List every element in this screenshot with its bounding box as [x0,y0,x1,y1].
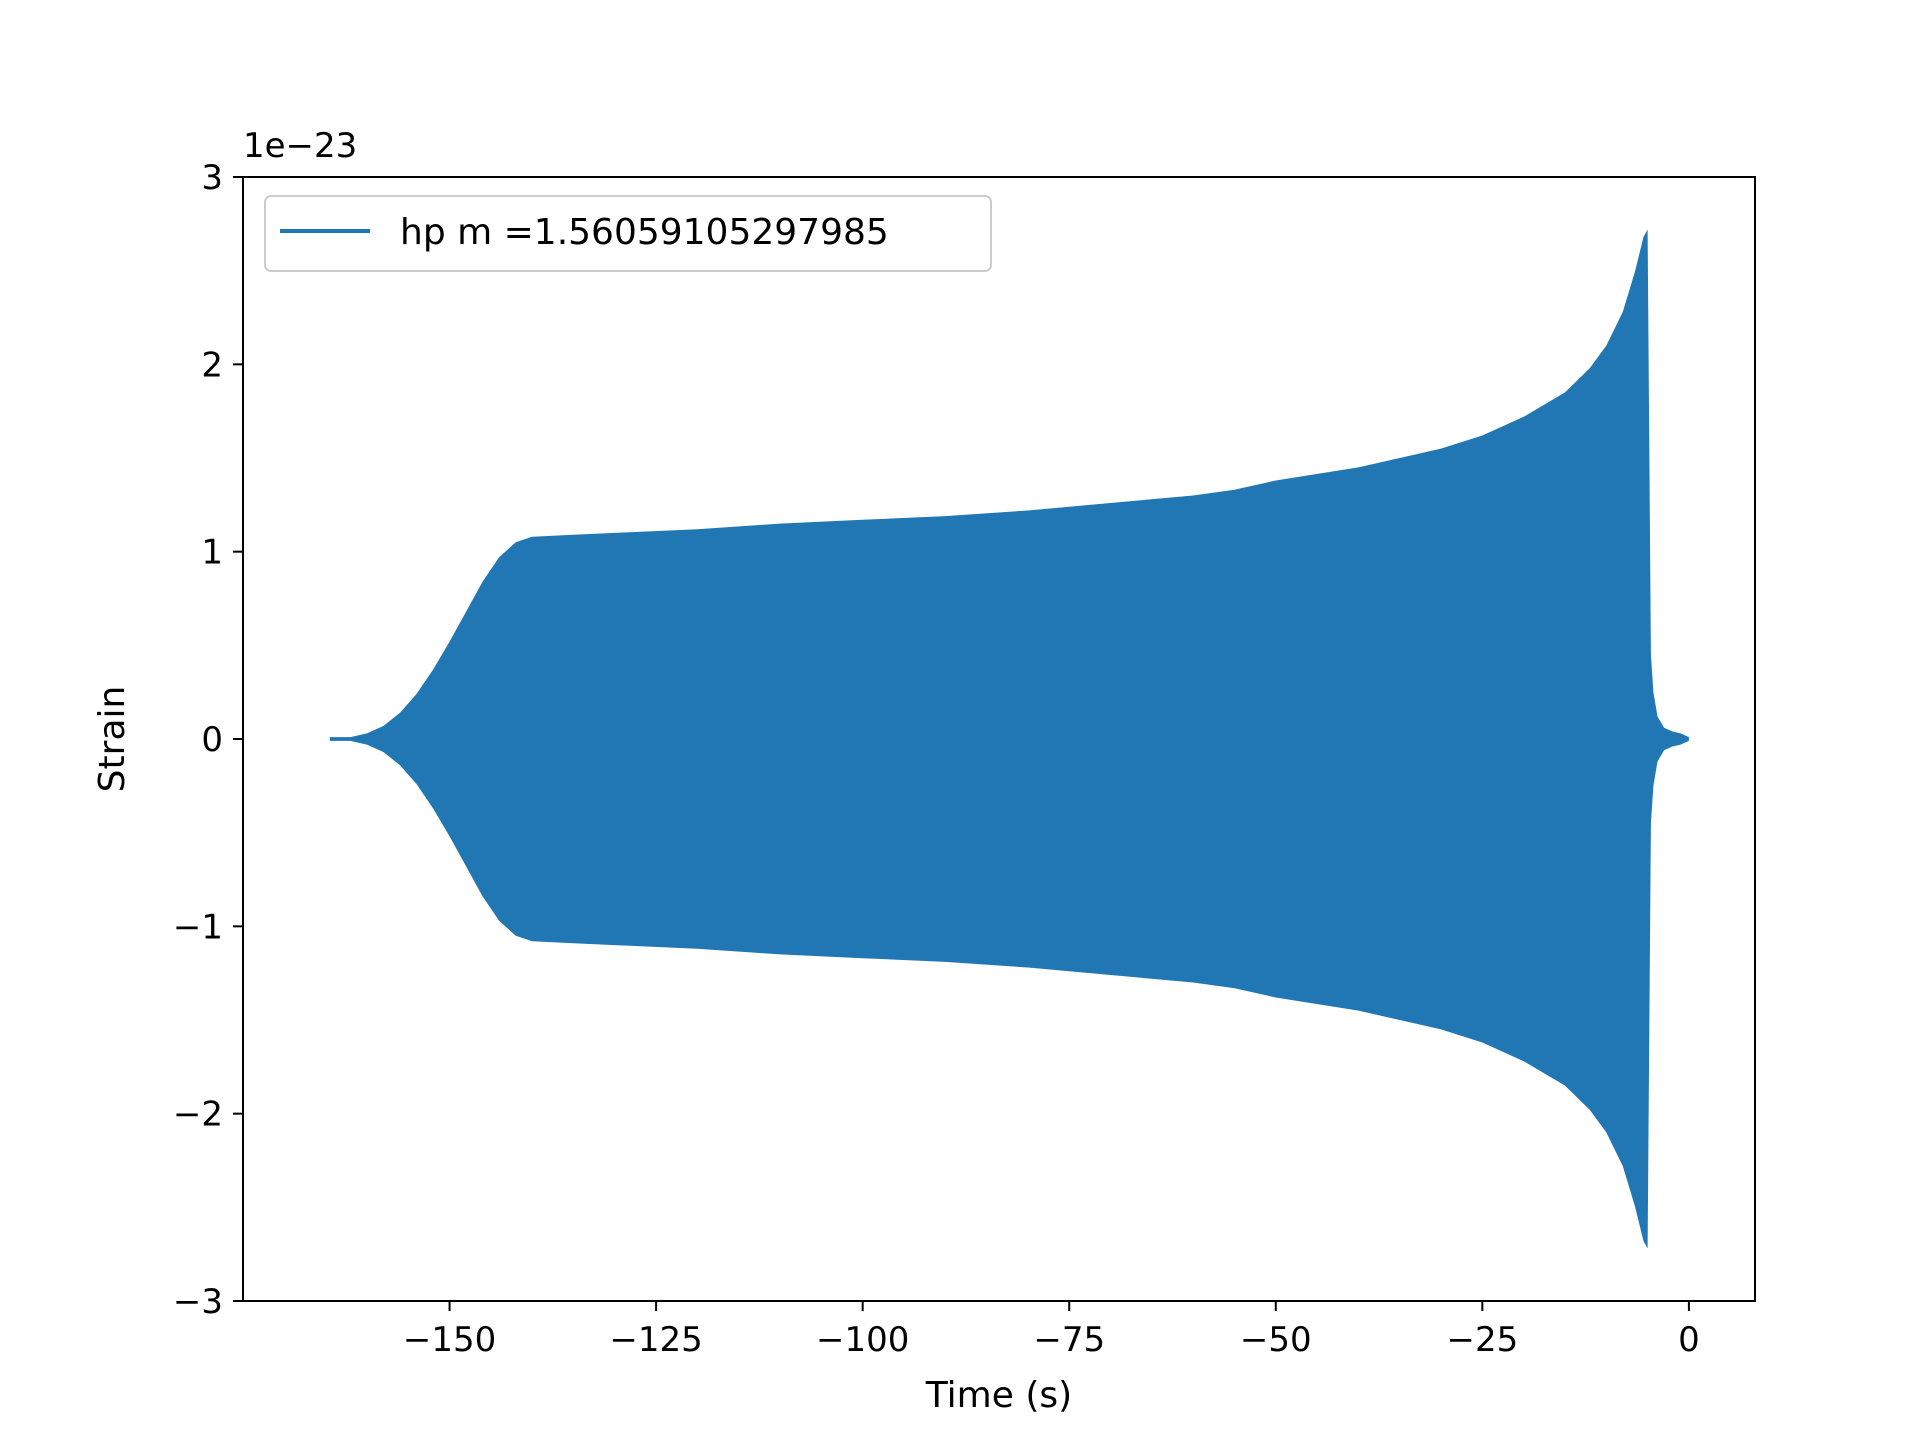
legend: hp m =1.56059105297985 [264,195,992,272]
x-tick-label: −150 [403,1320,496,1360]
y-tick-label: −1 [173,907,223,947]
x-tick-label: −25 [1446,1320,1518,1360]
series-envelope-area [329,229,1689,1249]
legend-entry-label: hp m =1.56059105297985 [400,212,889,253]
x-tick-label: −50 [1240,1320,1312,1360]
y-tick-label: −2 [173,1095,223,1135]
legend-box [264,195,992,272]
y-tick-label: 0 [201,720,223,760]
x-axis-ticks: −150 −125 −100 −75 −50 −25 0 [403,1301,1700,1360]
y-tick-label: −3 [173,1282,223,1322]
y-axis-ticks: 3 2 1 0 −1 −2 −3 [173,158,243,1322]
x-axis-label: Time (s) [925,1375,1072,1416]
y-axis-label: Strain [92,686,133,793]
y-offset-label: 1e−23 [243,126,357,166]
x-tick-label: −75 [1033,1320,1105,1360]
x-tick-label: 0 [1678,1320,1700,1360]
y-tick-label: 3 [201,158,223,198]
x-tick-label: −125 [609,1320,702,1360]
y-tick-label: 1 [201,533,223,573]
x-tick-label: −100 [816,1320,909,1360]
y-tick-label: 2 [201,345,223,385]
plot-area [329,229,1689,1249]
